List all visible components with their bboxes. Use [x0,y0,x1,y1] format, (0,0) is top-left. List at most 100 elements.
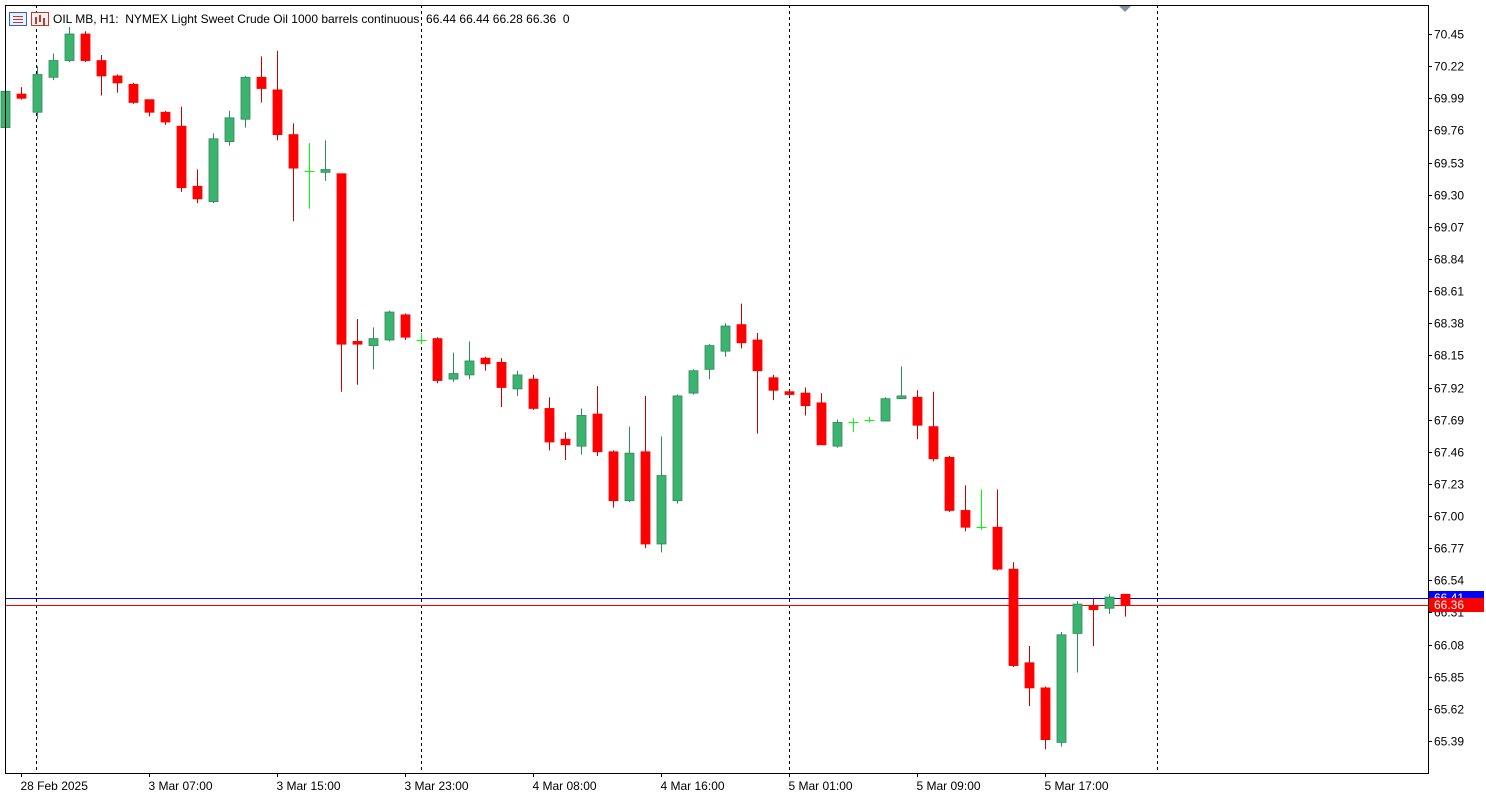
candle-body [288,134,299,169]
time-tick-label: 28 Feb 2025 [21,779,89,793]
candle [976,489,987,531]
candle-body [352,340,363,345]
time-tick-label: 5 Mar 01:00 [789,779,853,793]
candle [80,31,91,62]
candle-body [1104,596,1115,609]
candle-body [1008,568,1019,666]
candle-body [272,89,283,136]
candle-body [48,60,59,78]
candle-body [400,314,411,338]
candle-body [512,374,523,390]
candle [432,337,443,384]
price-tick-label: 70.45 [1434,28,1464,42]
candle [32,66,43,120]
candle [816,393,827,446]
price-tick-label: 68.38 [1434,317,1464,331]
candle-body [720,325,731,352]
candle [320,140,331,181]
candle-body [832,422,843,447]
candle [736,303,747,349]
candle [176,106,187,192]
candle-body [256,76,267,89]
candle [992,489,1003,571]
candle-body [784,391,795,395]
candle-body [16,93,27,99]
candle [960,485,971,532]
plot-border [5,5,1429,774]
price-tick-label: 69.53 [1434,157,1464,171]
candle [800,387,811,416]
symbol-list-icon[interactable] [9,12,27,26]
candle-body [944,456,955,511]
candle-body [752,339,763,372]
candle-body [544,408,555,443]
candle [880,397,891,422]
candle [752,333,763,434]
candle-body [880,398,891,422]
price-tick-label: 68.15 [1434,349,1464,363]
price-tick-label: 67.92 [1434,382,1464,396]
candle [560,432,571,461]
candle [192,169,203,204]
candle [368,327,379,370]
bid-price-label-bg [1429,598,1484,612]
candle [208,133,219,204]
candle [1008,562,1019,667]
price-tick-label: 67.46 [1434,446,1464,460]
time-tick-label: 4 Mar 08:00 [533,779,597,793]
price-tick-label: 65.62 [1434,703,1464,717]
candle-body [336,173,347,345]
candle [784,390,795,396]
candle [112,74,123,93]
price-tick-label: 69.30 [1434,189,1464,203]
candle-body [576,415,587,447]
candle [1040,686,1051,750]
candle [1120,593,1131,617]
candle [688,369,699,395]
candle-body [912,396,923,426]
candle [944,455,955,512]
candle [352,319,363,385]
candle-body [240,76,251,120]
candle [336,173,347,392]
candle [256,56,267,103]
candle-body [624,452,635,502]
candle-body [640,451,651,545]
candle [384,310,395,342]
candle-body [560,438,571,446]
price-tick-label: 65.39 [1434,735,1464,749]
candle-body [320,169,331,173]
candle [288,123,299,222]
candle [1056,632,1067,747]
time-tick-label: 5 Mar 17:00 [1045,779,1109,793]
candles [0,27,1131,750]
chart-type-icon[interactable] [31,12,49,26]
candle [512,370,523,396]
candle-body [368,338,379,346]
candle [160,110,171,125]
price-tick-label: 69.76 [1434,124,1464,138]
candle-body [768,377,779,391]
candle [672,394,683,504]
price-tick-label: 68.84 [1434,253,1464,267]
candle [544,397,555,451]
candle [704,344,715,380]
candle [480,356,491,371]
time-tick-label: 4 Mar 16:00 [661,779,725,793]
price-axis[interactable]: 70.45 70.22 69.99 69.76 69.53 69.30 69.07 68.84… [1428,28,1484,749]
price-tick-label: 67.23 [1434,478,1464,492]
candle-body [736,324,747,344]
candle [912,390,923,440]
candle-body [800,392,811,407]
time-tick-label: 3 Mar 23:00 [405,779,469,793]
candle [64,27,75,62]
candle [896,366,907,400]
candle [528,374,539,410]
candle-body [1040,687,1051,741]
candle-body [1024,662,1035,689]
price-tick-label: 66.08 [1434,639,1464,653]
time-axis[interactable]: 28 Feb 2025 3 Mar 07:00 3 Mar 15:00 3 Mar 2… [21,773,1109,793]
candle [640,395,651,549]
